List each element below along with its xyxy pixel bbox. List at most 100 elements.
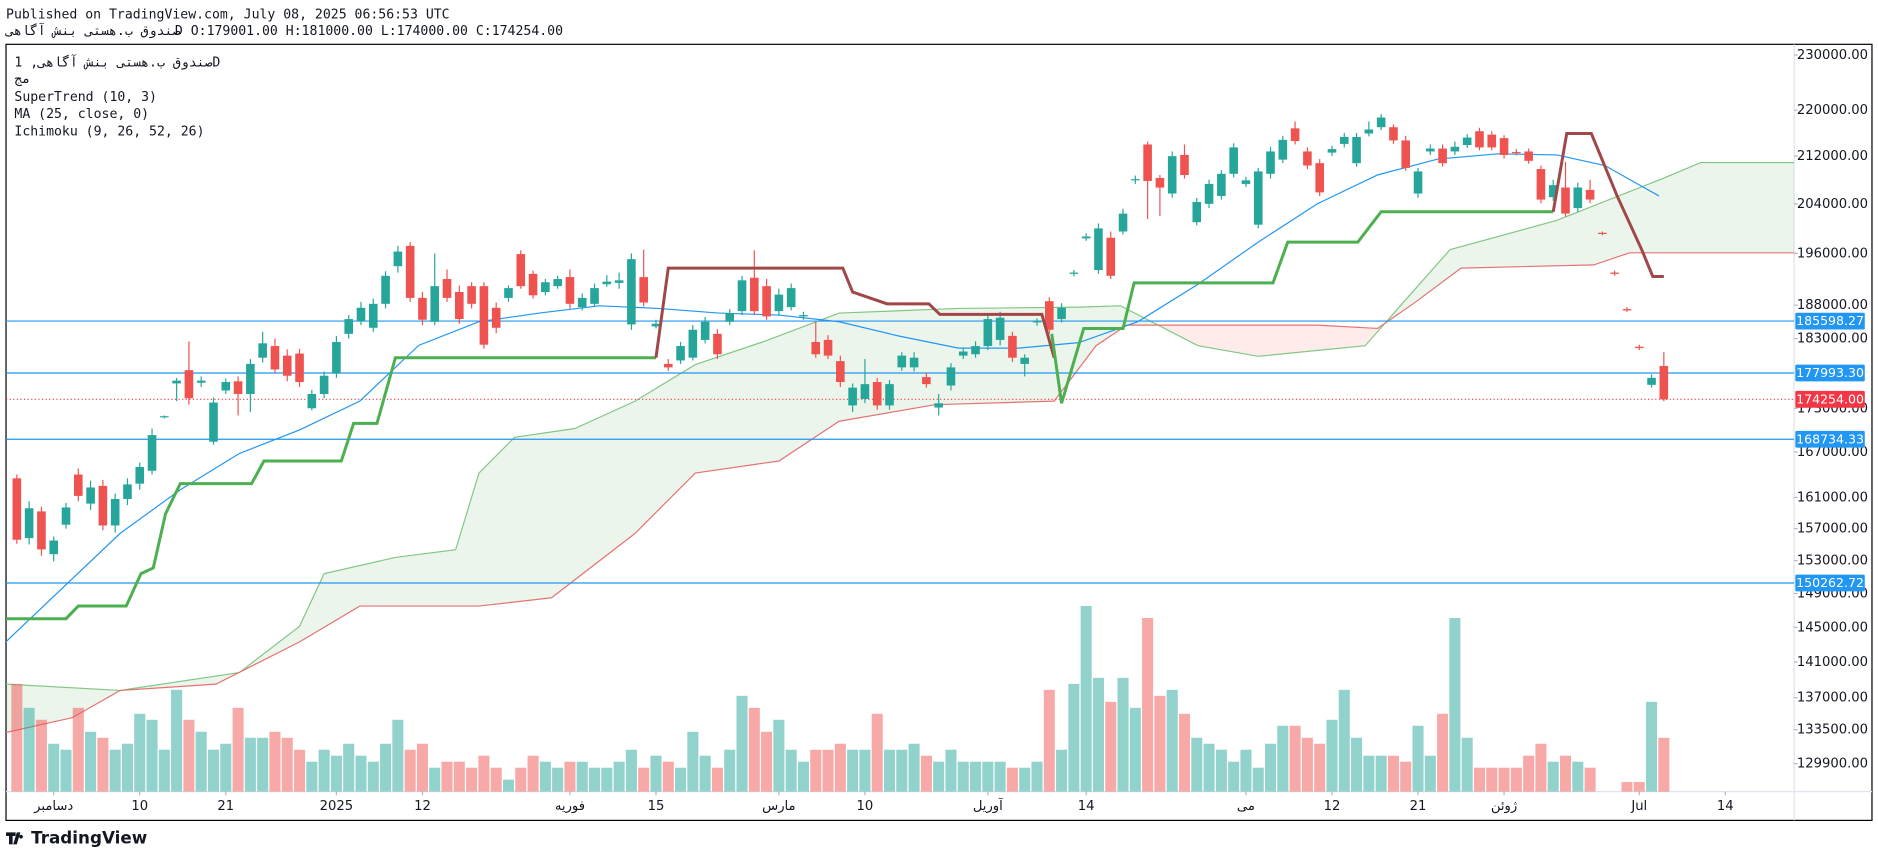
volume-bar xyxy=(724,749,736,792)
candle-body xyxy=(639,277,648,303)
candle-body xyxy=(1499,138,1509,155)
volume-bar xyxy=(23,707,35,792)
volume-bar xyxy=(982,761,994,792)
volume-bar xyxy=(183,719,195,792)
candle-body xyxy=(1487,134,1497,148)
candle-body xyxy=(553,279,562,287)
volume-bar xyxy=(1117,677,1129,792)
volume-bar xyxy=(1572,761,1584,792)
volume-bar xyxy=(1621,782,1633,792)
candle-body xyxy=(946,367,956,386)
volume-bar xyxy=(502,779,515,792)
candle-body xyxy=(1278,139,1288,160)
volume-bar xyxy=(1203,743,1215,792)
candle-body xyxy=(1241,180,1251,184)
candle-body xyxy=(135,466,145,484)
volume-bar xyxy=(1523,755,1535,792)
candle-body xyxy=(1266,151,1275,174)
candle-body xyxy=(995,317,1005,340)
candle-body xyxy=(811,341,821,355)
candle-body xyxy=(1118,213,1128,232)
volume-bar xyxy=(380,743,392,792)
ohlc-line: D O:179001.00 H:181000.00 L:174000.00 C:… xyxy=(175,24,563,39)
candle-body xyxy=(1659,365,1669,400)
volume-bar xyxy=(1510,767,1522,792)
candle-body xyxy=(1585,189,1595,200)
x-tick-label: ژوئن xyxy=(1491,799,1517,814)
supertrend-line xyxy=(1551,132,1664,278)
volume-bar xyxy=(1351,737,1363,792)
candle-body xyxy=(1143,144,1152,181)
volume-bar xyxy=(699,755,711,792)
candle-body xyxy=(676,346,685,361)
volume-bar xyxy=(1498,767,1510,792)
volume-bar xyxy=(207,749,220,792)
candle-body xyxy=(971,346,980,355)
volume-bar xyxy=(220,743,232,792)
y-tick-label: 183000.00 xyxy=(1797,332,1868,347)
candle-body xyxy=(1376,117,1386,128)
candle-body xyxy=(147,435,157,471)
legend-title: صندوق ب.هستی بنش آگاهی, 1D xyxy=(14,53,220,70)
candle-body xyxy=(848,387,857,406)
candle-body xyxy=(1512,152,1521,154)
volume-bar xyxy=(920,755,932,792)
candle-body xyxy=(1462,137,1472,146)
x-tick-label: 14 xyxy=(1717,799,1734,814)
candle-body xyxy=(1610,272,1619,274)
candle-body xyxy=(405,245,415,298)
candle-body xyxy=(590,288,599,304)
y-tick-label: 188000.00 xyxy=(1797,298,1868,313)
candle-body xyxy=(1131,179,1140,181)
candle-body xyxy=(565,277,575,304)
candle-body xyxy=(418,297,427,320)
volume-bar xyxy=(232,707,244,792)
volume-bar xyxy=(1584,767,1596,792)
candle-body xyxy=(504,288,513,298)
volume-bar xyxy=(564,761,576,792)
volume-bar xyxy=(588,767,601,792)
candle-body xyxy=(86,487,95,504)
candle-body xyxy=(1438,148,1447,164)
volume-bar xyxy=(847,749,859,792)
volume-bar xyxy=(392,719,404,792)
volume-bar xyxy=(429,767,441,792)
volume-bar xyxy=(1043,689,1055,792)
price-line-label: 168734.33 xyxy=(1796,431,1864,446)
candle-body xyxy=(233,381,243,395)
candle-body xyxy=(1364,129,1374,134)
volume-bar xyxy=(1559,755,1572,792)
volume-bar xyxy=(945,749,957,792)
volume-bar xyxy=(97,737,109,792)
tradingview-logo xyxy=(6,832,23,845)
volume-bar xyxy=(1535,743,1547,792)
candle-body xyxy=(1339,136,1349,144)
candle-body xyxy=(110,498,120,526)
candle-body xyxy=(1204,183,1214,204)
volume-bar xyxy=(650,755,662,792)
y-tick-label: 161000.00 xyxy=(1797,490,1868,505)
volume-bar xyxy=(675,767,687,792)
candle-body xyxy=(1315,163,1324,193)
candle-body xyxy=(897,355,907,368)
volume-bar xyxy=(134,713,146,792)
candle-body xyxy=(381,275,390,304)
candle-body xyxy=(1032,321,1042,323)
candle-body xyxy=(541,282,550,293)
candle-body xyxy=(270,346,280,370)
x-tick-label: 21 xyxy=(1410,799,1427,814)
volume-bar xyxy=(1547,761,1559,792)
volume-bar xyxy=(1461,737,1473,792)
volume-bar xyxy=(490,767,502,792)
volume-bar xyxy=(257,737,269,792)
volume-bar xyxy=(1449,617,1461,792)
last-price-box xyxy=(1795,390,1865,408)
volume-bar xyxy=(994,761,1006,792)
volume-bar xyxy=(552,767,564,792)
candle-body xyxy=(1253,171,1263,225)
volume-bar xyxy=(453,761,465,792)
x-tick-label: 12 xyxy=(1324,799,1341,814)
candle-body xyxy=(1180,154,1189,175)
volume-bar xyxy=(1437,713,1449,792)
volume-bar xyxy=(859,749,871,792)
